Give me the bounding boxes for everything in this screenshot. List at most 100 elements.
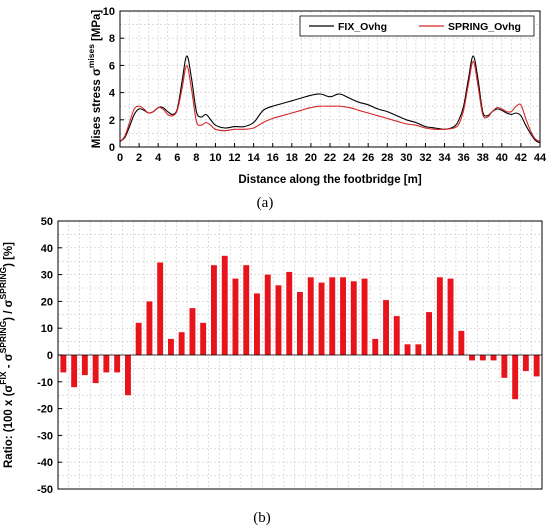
y-tick-label: 2 <box>109 115 115 127</box>
bar <box>533 355 540 377</box>
x-tick-label: 2 <box>136 152 142 164</box>
ratio-label-part1: Ratio: (100 x (σ <box>3 385 15 468</box>
bar <box>469 355 475 361</box>
bar <box>103 355 110 373</box>
panel-a-ticks: 0 2 4 6 8 10 12 14 16 18 20 22 24 26 28 30 32 34 36 38 40 42 4… <box>103 6 547 164</box>
x-tick-label: 4 <box>155 152 162 164</box>
svg-text:Mises stress σmises[MPa]: Mises stress σmises [MPa] <box>86 10 103 149</box>
x-tick-label: 0 <box>117 152 123 164</box>
x-tick-label: 26 <box>362 152 374 164</box>
panel-a-line-chart: 0 2 4 6 8 10 12 14 16 18 20 22 24 26 28 30 32 34 36 38 40 42 4… <box>86 6 547 211</box>
bar <box>92 355 99 384</box>
x-tick-label: 16 <box>267 152 279 164</box>
x-tick-label: 36 <box>458 152 470 164</box>
bar <box>60 355 67 373</box>
panel-a-y-axis-label: Mises stress σmises [MPa] <box>86 10 103 149</box>
y-tick-label: -30 <box>37 430 53 442</box>
bar <box>490 355 497 361</box>
bar <box>297 292 303 355</box>
bar <box>114 355 121 373</box>
y-tick-label: -50 <box>37 484 53 496</box>
x-tick-label: 12 <box>228 152 240 164</box>
bar <box>383 300 389 355</box>
y-tick-label: 40 <box>41 243 53 255</box>
y-tick-label: 0 <box>47 350 53 362</box>
y-label-unit: [MPa] <box>91 10 103 41</box>
bar <box>361 278 368 355</box>
x-tick-label: 34 <box>438 152 451 164</box>
bar <box>436 277 443 355</box>
bar <box>146 301 153 355</box>
y-tick-label: 8 <box>109 33 115 45</box>
ratio-label-sup-spring1: SPRING <box>0 320 8 353</box>
bar <box>221 255 228 355</box>
bar <box>71 355 78 388</box>
x-tick-label: 40 <box>496 152 508 164</box>
x-tick-label: 22 <box>324 152 336 164</box>
x-tick-label: 30 <box>400 152 412 164</box>
bar <box>501 355 508 378</box>
bar <box>372 338 379 355</box>
panel-a-legend: FIX_Ovhg SPRING_Ovhg <box>299 15 535 37</box>
panel-a-x-axis-label: Distance along the footbridge [m] <box>238 174 422 186</box>
bar <box>447 278 454 355</box>
y-tick-label: 30 <box>41 270 53 282</box>
y-tick-label: 0 <box>109 142 115 154</box>
bar <box>264 274 271 355</box>
bar <box>329 277 336 355</box>
bar <box>135 322 142 355</box>
x-tick-label: 10 <box>209 152 221 164</box>
bar <box>426 312 432 355</box>
panel-b-bar-chart: 50 40 30 20 10 0 -10 -20 -30 -40 -50 Ratio: (100 x… <box>0 216 543 526</box>
y-tick-label: -10 <box>37 377 53 389</box>
x-tick-label: 42 <box>515 152 527 164</box>
panel-b-bars <box>60 255 540 400</box>
panel-b-caption: (b) <box>253 510 271 526</box>
bar <box>340 277 346 355</box>
legend-box <box>299 15 535 37</box>
x-tick-label: 8 <box>193 152 199 164</box>
y-tick-label: 50 <box>41 216 53 228</box>
bar <box>350 281 357 355</box>
ratio-label-part2: - σ <box>3 353 15 371</box>
y-tick-label: 20 <box>41 296 53 308</box>
y-label-superscript: mises <box>86 44 96 68</box>
ratio-label-sup-fix: FIX <box>0 371 8 385</box>
x-tick-label: 14 <box>248 152 261 164</box>
legend-label-fix: FIX_Ovhg <box>338 21 387 33</box>
bar <box>479 355 486 361</box>
bar <box>275 285 282 355</box>
panel-a-series <box>119 55 541 144</box>
bar <box>178 332 185 355</box>
ratio-label-sup-spring2: SPRING <box>0 267 8 300</box>
bar <box>254 293 260 355</box>
ratio-label-part4: ) [%] <box>3 242 15 267</box>
bar <box>125 355 131 396</box>
svg-text:Ratio: (100 x (σFIX - σSPRING): Ratio: (100 x (σFIX - σSPRING) / σSPRING… <box>0 242 15 468</box>
bar <box>81 355 88 376</box>
series-line-spring-ovhg <box>119 60 541 143</box>
x-tick-label: 20 <box>305 152 317 164</box>
bar <box>157 262 164 355</box>
y-tick-label: 10 <box>41 323 53 335</box>
bar <box>200 322 207 355</box>
bar <box>232 278 239 355</box>
bar <box>307 277 314 355</box>
x-tick-label: 24 <box>343 152 356 164</box>
y-tick-label: -20 <box>37 404 53 416</box>
x-tick-label: 44 <box>534 152 547 164</box>
bar <box>522 355 529 372</box>
bar <box>458 330 465 355</box>
bar <box>286 271 293 355</box>
y-label-main: Mises stress σ <box>91 68 103 148</box>
y-tick-label: -40 <box>37 457 53 469</box>
bar <box>211 265 217 355</box>
x-tick-label: 32 <box>419 152 431 164</box>
y-tick-label: 10 <box>103 6 115 18</box>
bar <box>512 355 519 400</box>
x-tick-label: 28 <box>381 152 393 164</box>
bar <box>168 338 174 355</box>
bar <box>189 308 196 355</box>
x-tick-label: 38 <box>477 152 489 164</box>
